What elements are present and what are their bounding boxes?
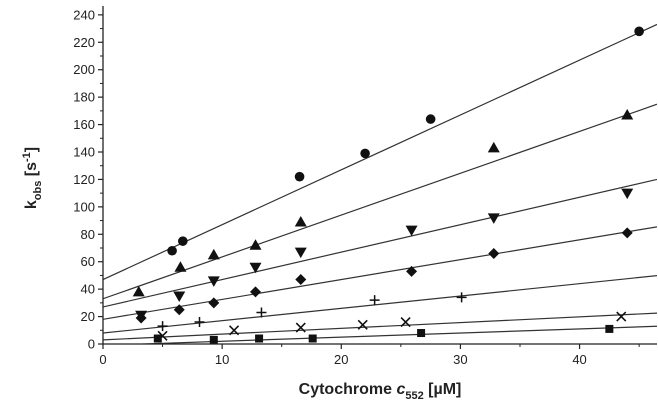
data-point-circle — [634, 26, 644, 37]
x-axis-title-subscript: 552 — [405, 390, 423, 402]
y-tick-label: 180 — [73, 90, 95, 105]
axes: 0 20 40 60 80 100 120 140 160 180 200 220 240 0 10 20 30… — [73, 6, 657, 367]
data-point-triangle-down — [294, 247, 307, 259]
data-point-triangle-down — [621, 188, 634, 200]
data-point-square — [153, 334, 162, 343]
data-point-x — [357, 319, 368, 330]
x-axis-title-italic: c — [396, 381, 405, 398]
data-point-square — [255, 334, 264, 343]
data-point-triangle-up — [132, 285, 145, 297]
data-point-triangle-up — [621, 108, 634, 120]
y-axis-title-close: ] — [23, 147, 40, 152]
y-tick-label: 160 — [73, 117, 95, 132]
data-point-diamond — [406, 265, 418, 277]
y-tick-label: 120 — [73, 172, 95, 187]
fit-line-triangle-down — [103, 178, 657, 308]
data-point-x — [228, 325, 240, 336]
y-axis-title-post: [s — [23, 162, 40, 181]
data-point-diamond — [173, 304, 185, 316]
data-point-plus — [256, 307, 267, 318]
x-tick-label: 40 — [572, 352, 586, 367]
x-axis-title: Cytochrome c552 [µM] — [299, 381, 462, 402]
data-point-circle — [360, 148, 370, 159]
data-point-plus — [369, 295, 380, 306]
data-point-triangle-up — [249, 239, 262, 250]
x-tick-label: 20 — [334, 352, 348, 367]
fit-lines — [103, 23, 657, 344]
data-point-circle — [178, 236, 188, 246]
data-point-square — [417, 329, 426, 338]
y-tick-label: 100 — [73, 199, 95, 214]
x-tick-label: 0 — [99, 352, 106, 367]
data-point-triangle-up — [207, 248, 220, 260]
x-tick-label: 10 — [215, 352, 229, 367]
x-tick-label: 30 — [453, 352, 467, 367]
y-axis-title-superscript: -1 — [21, 152, 33, 162]
y-tick-label: 140 — [73, 145, 95, 160]
data-point-triangle-down — [405, 225, 418, 237]
data-markers — [132, 26, 644, 344]
data-point-triangle-down — [487, 213, 500, 224]
data-point-diamond — [208, 297, 220, 309]
fit-line-square — [125, 325, 657, 344]
data-point-x — [400, 316, 411, 328]
data-point-diamond — [249, 286, 261, 298]
y-tick-label: 0 — [88, 337, 95, 352]
data-point-circle — [294, 171, 305, 182]
data-point-diamond — [488, 247, 500, 259]
y-tick-label: 60 — [81, 254, 95, 269]
fit-line-triangle-up — [103, 103, 657, 300]
y-tick-label: 200 — [73, 62, 95, 77]
data-point-x — [616, 311, 627, 322]
data-point-x — [295, 322, 306, 333]
data-point-plus — [456, 292, 467, 303]
fit-line-diamond — [103, 226, 657, 320]
data-point-circle — [425, 114, 436, 124]
data-point-square — [308, 334, 317, 343]
fit-line-circle — [103, 23, 657, 281]
data-point-triangle-down — [207, 276, 220, 287]
y-axis-title-main: k — [23, 200, 40, 209]
data-point-square — [605, 324, 614, 333]
x-axis-title-post: [µM] — [424, 381, 462, 398]
y-tick-label: 40 — [81, 282, 95, 297]
y-tick-label: 220 — [73, 35, 95, 50]
y-tick-label: 20 — [81, 309, 95, 324]
data-point-triangle-up — [174, 261, 187, 272]
data-point-triangle-up — [294, 215, 307, 227]
data-point-plus — [157, 321, 168, 332]
data-point-diamond — [621, 227, 633, 239]
y-tick-label: 240 — [73, 7, 95, 22]
data-point-triangle-down — [173, 291, 186, 302]
fit-line-plus — [103, 275, 657, 334]
data-point-triangle-down — [249, 262, 262, 274]
x-axis-title-pre: Cytochrome — [299, 381, 397, 398]
data-point-diamond — [135, 312, 147, 324]
data-point-circle — [167, 245, 177, 256]
fit-line-x — [103, 312, 657, 341]
y-tick-label: 80 — [81, 227, 95, 242]
data-point-diamond — [295, 274, 307, 286]
data-point-triangle-up — [487, 141, 500, 153]
data-point-plus — [194, 317, 205, 328]
y-axis-title-subscript: obs — [32, 181, 44, 201]
y-axis-title: kobs [s-1] — [21, 147, 44, 209]
data-point-square — [209, 335, 218, 344]
